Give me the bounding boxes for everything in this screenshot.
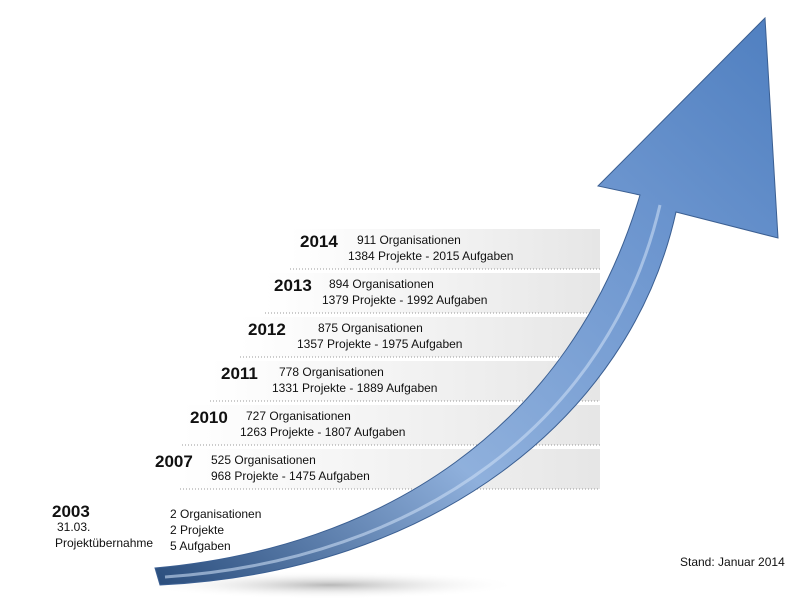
milestone-year: 2014 bbox=[300, 232, 338, 251]
milestone-projects: 1263 Projekte - 1807 Aufgaben bbox=[240, 425, 405, 439]
start-year: 2003 bbox=[52, 502, 90, 521]
milestone-organisations: 894 Organisationen bbox=[329, 277, 434, 291]
milestone-year: 2013 bbox=[274, 276, 312, 295]
row-band bbox=[180, 449, 600, 489]
row-band bbox=[290, 229, 600, 269]
milestone-year: 2010 bbox=[190, 408, 228, 427]
start-stat: 2 Organisationen bbox=[170, 507, 261, 521]
row-bands bbox=[180, 229, 600, 490]
milestone-projects: 968 Projekte - 1475 Aufgaben bbox=[211, 469, 370, 483]
start-stat: 2 Projekte bbox=[170, 523, 224, 537]
milestone-organisations: 727 Organisationen bbox=[246, 409, 351, 423]
milestone-year: 2007 bbox=[155, 452, 193, 471]
milestone-projects: 1331 Projekte - 1889 Aufgaben bbox=[272, 381, 437, 395]
row-band bbox=[265, 273, 600, 313]
milestone-projects: 1384 Projekte - 2015 Aufgaben bbox=[348, 249, 513, 263]
milestone-organisations: 875 Organisationen bbox=[318, 321, 423, 335]
arrow-highlight bbox=[164, 204, 662, 579]
milestone-organisations: 911 Organisationen bbox=[357, 233, 461, 247]
milestone-organisations: 525 Organisationen bbox=[211, 453, 316, 467]
milestone-organisations: 778 Organisationen bbox=[279, 365, 384, 379]
milestone-year: 2012 bbox=[248, 320, 286, 339]
milestone-year: 2011 bbox=[221, 364, 258, 383]
start-stat: 5 Aufgaben bbox=[170, 539, 231, 553]
milestone-projects: 1379 Projekte - 1992 Aufgaben bbox=[322, 293, 487, 307]
start-date: 31.03. bbox=[57, 520, 90, 534]
start-label: Projektübernahme bbox=[55, 536, 153, 550]
footnote: Stand: Januar 2014 bbox=[680, 555, 785, 569]
row-band bbox=[240, 317, 600, 357]
milestone-rows: 2014 911 Organisationen 1384 Projekte - 20… bbox=[155, 232, 513, 483]
milestone-projects: 1357 Projekte - 1975 Aufgaben bbox=[297, 337, 462, 351]
growth-arrow bbox=[154, 16, 779, 586]
